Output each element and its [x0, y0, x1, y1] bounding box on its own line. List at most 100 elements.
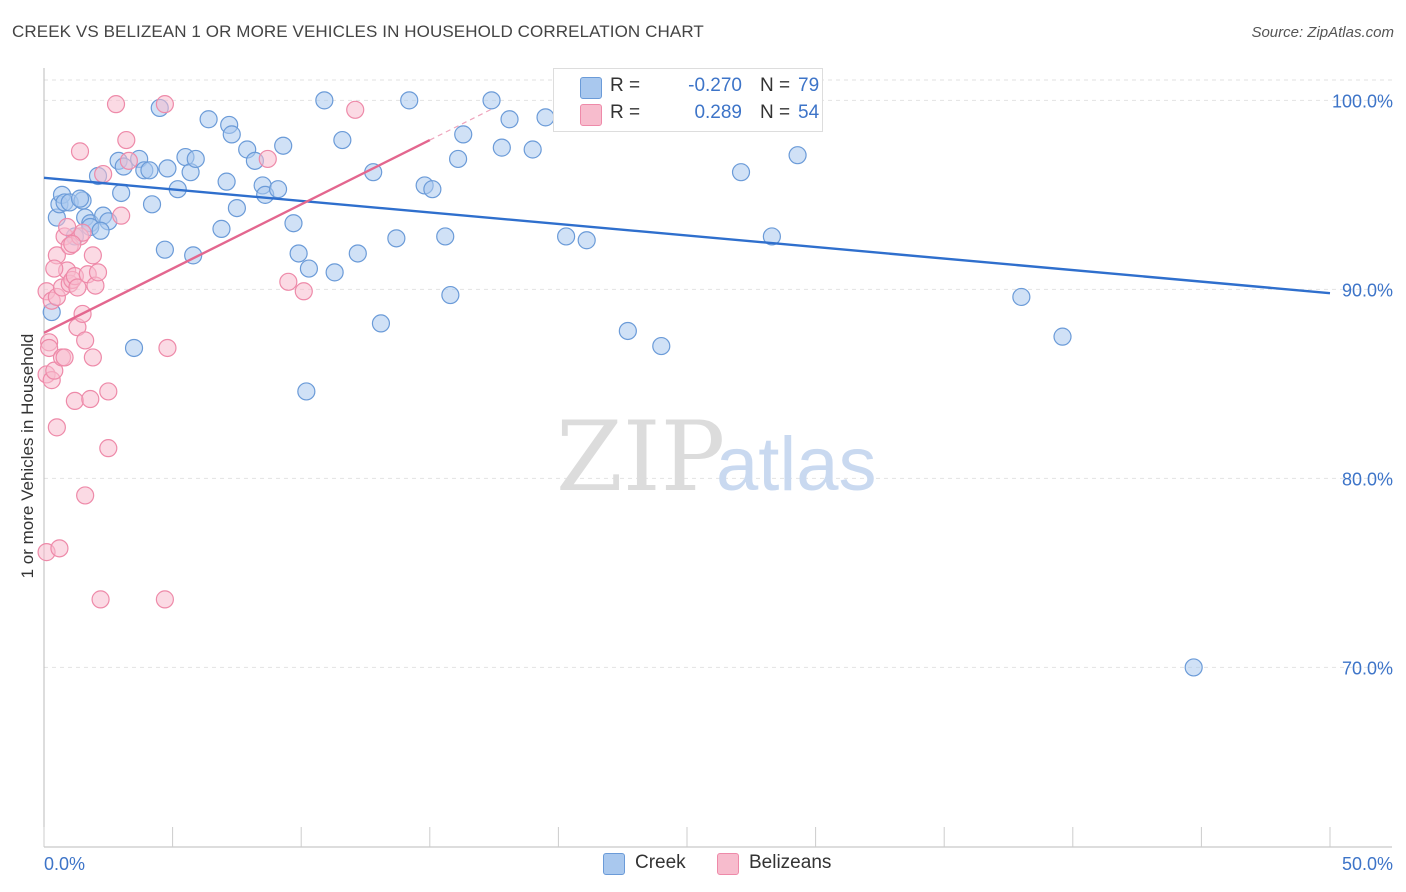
- belizeans-point: [91, 590, 110, 609]
- creek-trend-line: [43, 176, 1331, 295]
- creek-point: [436, 227, 455, 246]
- creek-point: [557, 227, 576, 246]
- belizeans-point: [294, 282, 313, 301]
- creek-point: [536, 108, 555, 127]
- creek-point: [289, 244, 308, 263]
- creek-point: [333, 130, 352, 150]
- legend-n-label: N =: [760, 75, 791, 96]
- legend-r-value-creek: -0.270: [688, 75, 742, 96]
- belizeans-point: [88, 263, 108, 282]
- bottom-legend-swatch-creek: [603, 853, 625, 875]
- watermark: ZIP atlas: [556, 401, 877, 513]
- creek-point: [325, 263, 344, 282]
- creek-point: [523, 140, 542, 159]
- belizeans-point: [346, 100, 365, 119]
- legend-r-value-belizeans: 0.289: [694, 102, 742, 123]
- legend-r-label: R =: [610, 102, 641, 123]
- belizeans-point: [99, 382, 118, 401]
- creek-point: [371, 314, 391, 333]
- belizeans-point: [83, 348, 102, 367]
- belizeans-point: [76, 331, 95, 350]
- creek-point: [299, 259, 319, 278]
- belizeans-point: [45, 259, 64, 278]
- creek-point: [788, 146, 807, 165]
- x-tick-label-max: 50.0%: [1342, 854, 1393, 874]
- legend-swatch-belizeans: [580, 104, 602, 126]
- legend-r-label: R =: [610, 75, 641, 96]
- belizeans-trend-extension: [429, 107, 495, 141]
- creek-point: [400, 91, 419, 110]
- bottom-legend-label-belizeans: Belizeans: [749, 852, 832, 873]
- belizeans-point: [65, 391, 84, 411]
- belizeans-point: [83, 246, 102, 265]
- creek-point: [91, 221, 110, 240]
- creek-point: [1053, 327, 1072, 346]
- belizeans-point: [40, 338, 59, 358]
- belizeans-point: [112, 206, 131, 225]
- belizeans-point: [155, 590, 174, 609]
- creek-point: [652, 336, 671, 356]
- creek-point: [222, 125, 241, 144]
- belizeans-point: [99, 439, 118, 458]
- creek-point: [454, 125, 473, 144]
- creek-point: [315, 91, 334, 110]
- creek-point: [274, 136, 293, 155]
- creek-point: [217, 172, 236, 191]
- belizeans-point: [76, 486, 95, 505]
- y-tick-label: 80.0%: [1342, 469, 1393, 489]
- bottom-legend-label-creek: Creek: [635, 852, 686, 873]
- chart-title: CREEK VS BELIZEAN 1 OR MORE VEHICLES IN …: [12, 22, 704, 41]
- belizeans-point: [117, 130, 136, 150]
- legend: R = -0.270 N = 79 R = 0.289 N = 54: [553, 68, 823, 132]
- legend-n-label: N =: [760, 102, 791, 123]
- source-label: Source: ZipAtlas.com: [1251, 24, 1394, 41]
- creek-point: [441, 285, 460, 305]
- belizeans-point: [158, 338, 177, 358]
- creek-point: [158, 159, 177, 178]
- creek-point: [155, 240, 174, 259]
- belizeans-point: [55, 348, 74, 367]
- creek-point: [124, 338, 144, 358]
- creek-point: [423, 180, 442, 199]
- belizeans-point: [58, 217, 77, 237]
- belizeans-point: [70, 142, 90, 161]
- belizeans-point: [119, 151, 138, 170]
- creek-point: [731, 163, 751, 182]
- creek-point: [186, 149, 205, 169]
- y-tick-label: 70.0%: [1342, 658, 1393, 678]
- legend-n-value-creek: 79: [798, 75, 820, 96]
- creek-point: [500, 110, 519, 129]
- belizeans-point: [258, 149, 277, 169]
- creek-point: [1012, 287, 1031, 307]
- belizeans-point: [63, 234, 82, 254]
- belizeans-point: [47, 418, 66, 437]
- creek-point: [762, 227, 781, 246]
- watermark-zip: ZIP: [556, 401, 725, 513]
- belizeans-point: [106, 95, 126, 114]
- belizeans-point: [50, 539, 69, 558]
- creek-point: [284, 214, 303, 233]
- creek-point: [70, 189, 90, 208]
- creek-point: [482, 91, 501, 110]
- x-tick-label-min: 0.0%: [44, 854, 85, 874]
- creek-point: [448, 149, 468, 169]
- belizeans-point: [81, 389, 100, 409]
- belizeans-point: [279, 272, 298, 291]
- bottom-legend-swatch-belizeans: [717, 853, 739, 875]
- y-tick-label: 90.0%: [1342, 280, 1393, 300]
- legend-n-value-belizeans: 54: [798, 102, 820, 123]
- creek-point: [268, 180, 288, 199]
- creek-point: [492, 138, 511, 157]
- creek-point: [142, 195, 162, 214]
- creek-point: [227, 198, 246, 218]
- y-axis-label: 1 or more Vehicles in Household: [18, 333, 37, 579]
- y-tick-label: 100.0%: [1332, 91, 1393, 111]
- legend-swatch-creek: [580, 77, 602, 99]
- creek-point: [297, 382, 316, 401]
- creek-point: [618, 321, 637, 341]
- watermark-atlas: atlas: [716, 422, 877, 507]
- creek-point: [212, 219, 231, 238]
- belizeans-point: [155, 95, 174, 114]
- creek-point: [348, 244, 367, 263]
- creek-point: [1184, 658, 1203, 677]
